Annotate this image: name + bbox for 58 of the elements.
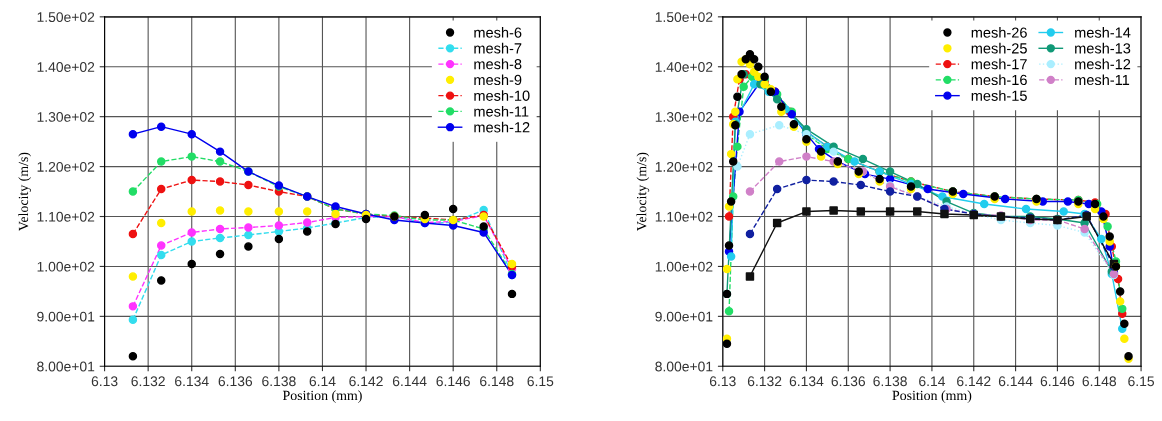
x-axis-title: Position (mm) (892, 390, 972, 403)
legend-label: mesh-8 (474, 58, 522, 70)
x-tick-label: 6.134 (789, 376, 824, 387)
y-tick-label: 1.40e+02 (655, 62, 713, 72)
x-tick-label: 6.14 (309, 376, 336, 387)
y-tick-label: 1.00e+02 (655, 261, 713, 272)
legend-label: mesh-25 (971, 42, 1027, 54)
x-tick-label: 6.142 (957, 376, 991, 387)
x-tick-label: 6.13 (709, 376, 736, 387)
x-tick-label: 6.136 (218, 376, 253, 387)
x-tick-label: 6.14 (919, 376, 946, 387)
y-tick-label: 9.00e+01 (655, 311, 713, 322)
x-tick-label: 6.148 (480, 376, 514, 387)
y-tick-label: 9.00e+01 (37, 311, 95, 322)
x-tick-label: 6.134 (175, 376, 209, 387)
x-tick-label: 6.138 (262, 376, 296, 387)
x-tick-label: 6.132 (131, 376, 165, 387)
x-tick-label: 6.146 (1040, 376, 1075, 387)
x-tick-label: 6.142 (349, 376, 383, 387)
x-axis-title: Position (mm) (282, 390, 362, 403)
x-tick-label: 6.15 (1128, 376, 1155, 387)
y-tick-label: 8.00e+01 (37, 361, 95, 372)
x-tick-label: 6.136 (831, 376, 866, 387)
x-tick-label: 6.148 (1082, 376, 1117, 387)
legend-label: mesh-14 (1075, 27, 1131, 38)
y-tick-label: 1.20e+02 (655, 161, 713, 172)
legend-label: mesh-11 (474, 105, 529, 117)
legend-label: mesh-11 (1075, 74, 1130, 86)
legend-label: mesh-15 (971, 90, 1027, 101)
x-tick-label: 6.15 (527, 376, 554, 387)
x-tick-label: 6.146 (436, 376, 470, 387)
legend-label: mesh-12 (1075, 58, 1131, 70)
legend-label: mesh-13 (1075, 42, 1131, 54)
x-tick-label: 6.144 (998, 376, 1033, 387)
y-tick-label: 1.50e+02 (655, 12, 713, 23)
x-tick-label: 6.138 (873, 376, 907, 387)
legend-label: mesh-6 (474, 27, 522, 38)
y-tick-label: 1.10e+02 (655, 211, 713, 222)
y-tick-label: 1.50e+02 (37, 12, 95, 23)
x-tick-label: 6.13 (91, 376, 118, 387)
x-tick-label: 6.144 (392, 376, 427, 387)
legend-label: mesh-10 (474, 90, 530, 101)
legend-label: mesh-7 (474, 42, 522, 54)
y-tick-label: 1.30e+02 (655, 112, 713, 122)
y-tick-label: 1.30e+02 (37, 112, 95, 122)
y-tick-label: 1.20e+02 (37, 161, 95, 172)
legend-label: mesh-12 (474, 121, 530, 133)
y-tick-label: 1.40e+02 (37, 62, 95, 72)
y-tick-label: 8.00e+01 (655, 361, 713, 372)
y-tick-label: 1.10e+02 (37, 211, 95, 222)
legend-label: mesh-26 (971, 27, 1027, 38)
y-tick-label: 1.00e+02 (37, 261, 95, 272)
y-axis-title: Velocity (m/s) (636, 152, 650, 231)
legend-label: mesh-9 (474, 74, 522, 86)
legend-label: mesh-16 (971, 74, 1027, 86)
x-tick-label: 6.132 (747, 376, 782, 387)
y-axis-title: Velocity (m/s) (18, 152, 31, 231)
legend-label: mesh-17 (971, 58, 1027, 70)
